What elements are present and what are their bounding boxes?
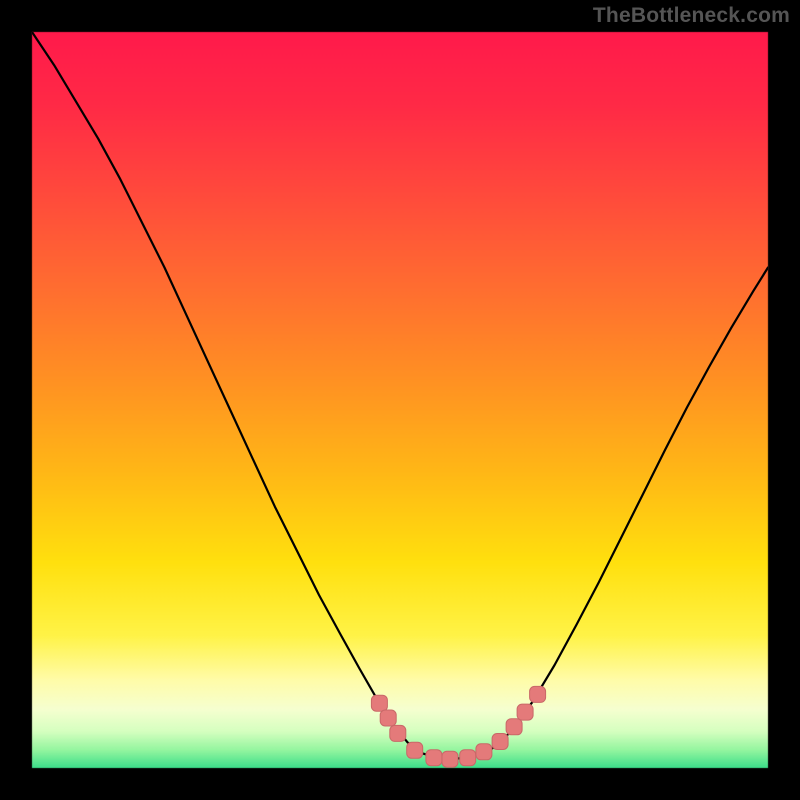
chart-root: TheBottleneck.com xyxy=(0,0,800,800)
gradient-background xyxy=(0,0,800,800)
attribution-text: TheBottleneck.com xyxy=(593,4,790,28)
